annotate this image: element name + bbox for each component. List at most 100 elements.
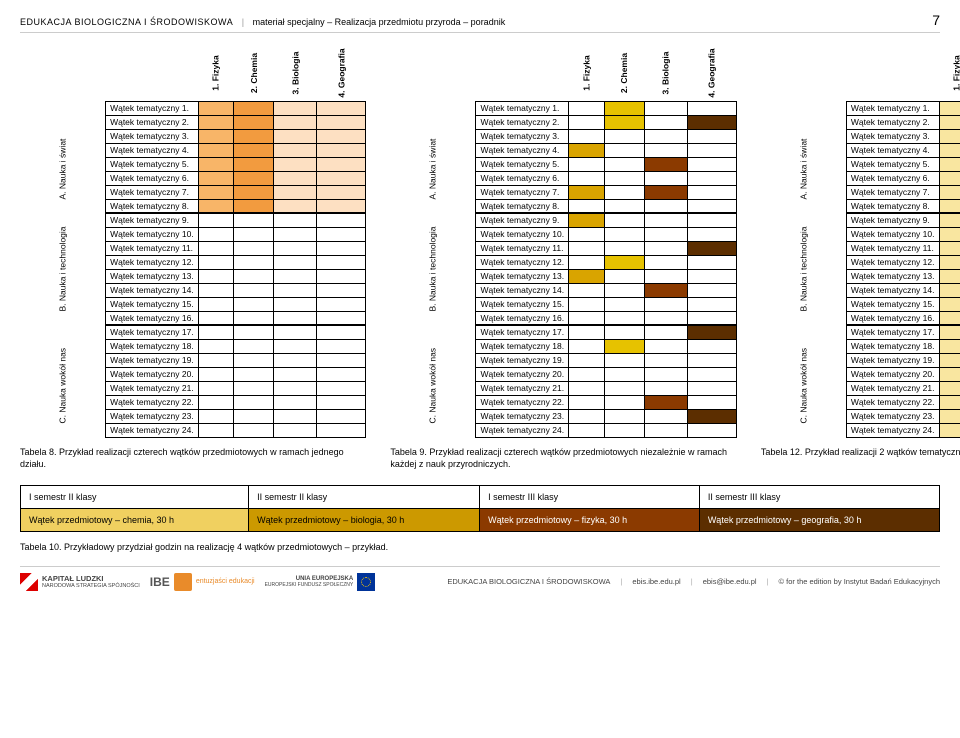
row-label: Wątek tematyczny 13. [846, 269, 939, 283]
semester-header: II semestr III klasy [699, 485, 939, 508]
row-label: Wątek tematyczny 10. [846, 227, 939, 241]
data-cell [317, 311, 366, 325]
row-label: Wątek tematyczny 22. [476, 395, 569, 409]
data-cell [687, 269, 736, 283]
data-cell [317, 409, 366, 423]
data-cell [198, 395, 233, 409]
row-label: Wątek tematyczny 8. [476, 199, 569, 213]
data-cell [234, 157, 274, 171]
data-cell [317, 283, 366, 297]
data-cell [274, 241, 317, 255]
data-cell [234, 311, 274, 325]
data-cell [604, 129, 644, 143]
semester-header: I semestr II klasy [21, 485, 249, 508]
column-header: 4. Geografia [336, 48, 346, 97]
data-cell [234, 143, 274, 157]
data-cell [687, 227, 736, 241]
data-cell [234, 297, 274, 311]
row-label: Wątek tematyczny 8. [846, 199, 939, 213]
data-cell [234, 227, 274, 241]
data-cell [604, 325, 644, 339]
data-cell [198, 171, 233, 185]
data-cell [644, 423, 687, 437]
data-cell [687, 171, 736, 185]
data-cell [569, 157, 604, 171]
row-label: Wątek tematyczny 20. [106, 367, 199, 381]
data-cell [274, 423, 317, 437]
data-cell [604, 381, 644, 395]
row-label: Wątek tematyczny 20. [476, 367, 569, 381]
data-cell [604, 269, 644, 283]
row-label: Wątek tematyczny 3. [476, 129, 569, 143]
data-cell [317, 227, 366, 241]
section-label: B. Nauka i technologia [798, 226, 808, 311]
data-cell [687, 353, 736, 367]
row-label: Wątek tematyczny 24. [106, 423, 199, 437]
data-cell [198, 367, 233, 381]
row-label: Wątek tematyczny 3. [846, 129, 939, 143]
table-caption: Tabela 9. Przykład realizacji czterech w… [390, 446, 736, 471]
data-cell [939, 395, 960, 409]
data-cell [569, 283, 604, 297]
eu-flag-icon [357, 573, 375, 591]
ibe-logo: IBE entuzjaści edukacji [150, 573, 255, 591]
data-cell [644, 241, 687, 255]
data-cell [644, 115, 687, 129]
semester-header: II semestr II klasy [249, 485, 480, 508]
row-label: Wątek tematyczny 19. [106, 353, 199, 367]
data-cell [939, 367, 960, 381]
data-cell [569, 353, 604, 367]
row-label: Wątek tematyczny 8. [106, 199, 199, 213]
data-cell [644, 339, 687, 353]
row-label: Wątek tematyczny 4. [106, 143, 199, 157]
data-cell [644, 297, 687, 311]
data-cell [939, 255, 960, 269]
data-cell [198, 311, 233, 325]
data-cell [644, 325, 687, 339]
row-label: Wątek tematyczny 7. [106, 185, 199, 199]
data-cell [604, 157, 644, 171]
data-cell [939, 353, 960, 367]
row-label: Wątek tematyczny 11. [106, 241, 199, 255]
row-label: Wątek tematyczny 24. [476, 423, 569, 437]
data-cell [644, 129, 687, 143]
data-cell [317, 157, 366, 171]
data-cell [198, 297, 233, 311]
row-label: Wątek tematyczny 21. [476, 381, 569, 395]
data-cell [198, 199, 233, 213]
data-cell [644, 213, 687, 227]
data-cell [317, 101, 366, 115]
semester-cell: Wątek przedmiotowy – geografia, 30 h [699, 508, 939, 531]
data-cell [939, 143, 960, 157]
data-cell [198, 213, 233, 227]
row-label: Wątek tematyczny 9. [476, 213, 569, 227]
semesters-table: I semestr II klasyII semestr II klasyI s… [20, 485, 940, 532]
data-cell [687, 241, 736, 255]
data-cell [604, 297, 644, 311]
semester-cell: Wątek przedmiotowy – fizyka, 30 h [480, 508, 700, 531]
data-cell [274, 395, 317, 409]
thematic-table: 1. Fizyka2. Chemia3. Biologia4. Geografi… [390, 45, 736, 438]
entuzjasci-icon [174, 573, 192, 591]
data-cell [317, 395, 366, 409]
data-cell [274, 129, 317, 143]
data-cell [604, 241, 644, 255]
data-cell [569, 269, 604, 283]
row-label: Wątek tematyczny 23. [846, 409, 939, 423]
data-cell [569, 101, 604, 115]
data-cell [274, 185, 317, 199]
data-cell [687, 395, 736, 409]
row-label: Wątek tematyczny 10. [476, 227, 569, 241]
data-cell [604, 101, 644, 115]
data-cell [644, 353, 687, 367]
row-label: Wątek tematyczny 23. [106, 409, 199, 423]
data-cell [274, 311, 317, 325]
data-cell [234, 115, 274, 129]
data-cell [687, 101, 736, 115]
data-cell [644, 171, 687, 185]
data-cell [234, 409, 274, 423]
data-cell [317, 255, 366, 269]
section-label: A. Nauka i świat [798, 114, 808, 199]
data-cell [317, 325, 366, 339]
data-cell [604, 283, 644, 297]
